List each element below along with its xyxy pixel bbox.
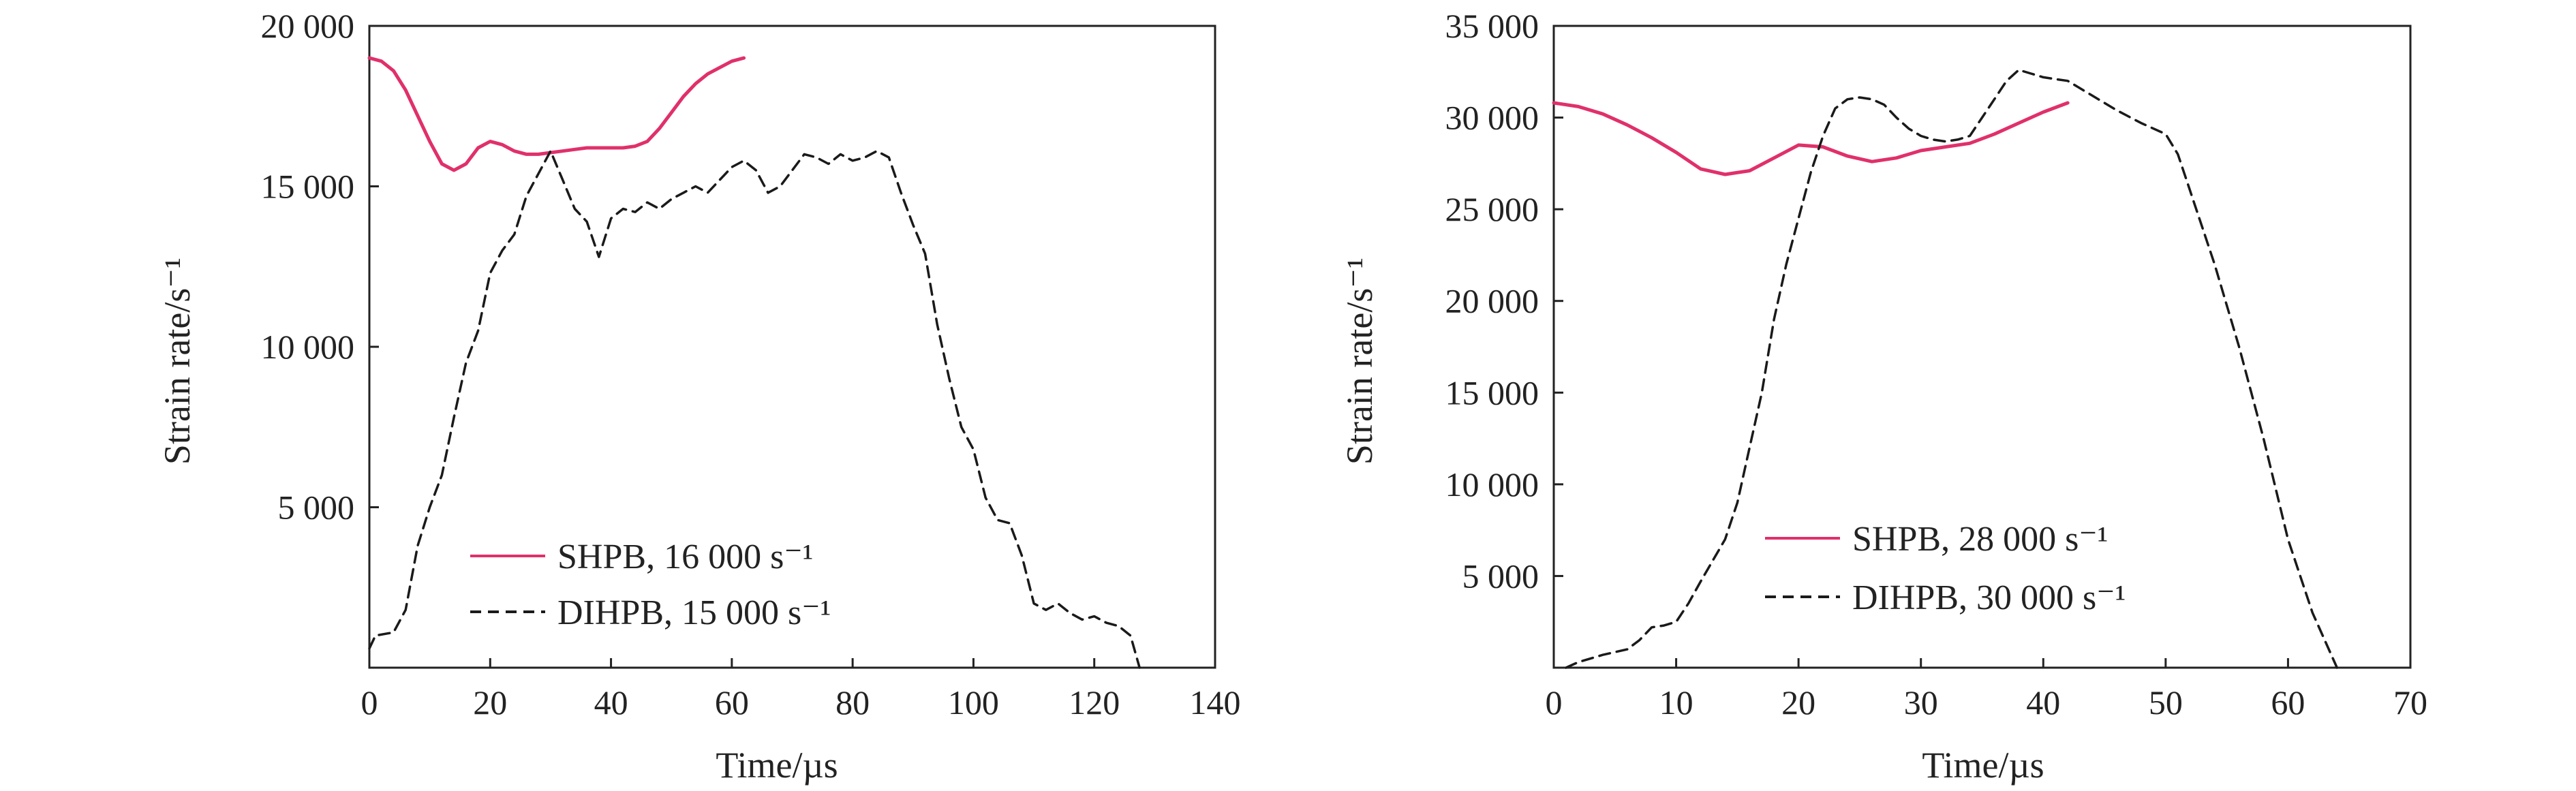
chart-right-y-tick-label: 25 000 (1445, 190, 1539, 228)
chart-right-y-tick-label: 10 000 (1445, 465, 1539, 503)
chart-left-x-axis-label: Time/µs (716, 745, 838, 786)
chart-left-x-tick-label: 20 (473, 683, 507, 722)
chart-right-x-tick-label: 70 (2393, 683, 2427, 722)
chart-left-legend-label-dihpb: DIHPB, 15 000 s⁻¹ (557, 593, 831, 632)
chart-left-series-dihpb-line (368, 149, 1141, 669)
chart-right-legend: SHPB, 28 000 s⁻¹ DIHPB, 30 000 s⁻¹ (1765, 520, 2126, 617)
chart-right: 0 10 20 30 40 50 60 70 5 000 10 000 15 000 20 000 25… (1339, 7, 2427, 786)
chart-right-y-tick-label: 20 000 (1445, 282, 1539, 320)
chart-left-y-tick-label: 10 000 (261, 328, 355, 366)
chart-right-y-tick-label: 30 000 (1445, 99, 1539, 137)
chart-left-legend-label-shpb: SHPB, 16 000 s⁻¹ (557, 538, 813, 576)
chart-left-x-tick-label: 80 (835, 683, 870, 722)
chart-right-y-tick-label: 35 000 (1445, 7, 1539, 45)
chart-right-series-shpb-line (1552, 101, 2070, 176)
chart-right-legend-label-shpb: SHPB, 28 000 s⁻¹ (1852, 520, 2108, 559)
chart-left-x-tick-label: 0 (361, 683, 378, 722)
chart-right-y-tick-label: 15 000 (1445, 373, 1539, 412)
chart-left-y-tick-label: 20 000 (261, 7, 355, 45)
chart-right-x-tick-label: 20 (1781, 683, 1815, 722)
chart-right-x-axis-label: Time/µs (1922, 745, 2044, 786)
chart-right-x-tick-label: 10 (1659, 683, 1693, 722)
chart-left: 0 20 40 60 80 100 120 140 5 000 10 000 15 000 20 00… (157, 7, 1241, 786)
chart-right-axes (1552, 25, 2412, 669)
chart-left-y-axis-label: Strain rate/s⁻¹ (157, 258, 198, 465)
chart-left-y-tick-label: 5 000 (278, 488, 355, 527)
chart-left-series (367, 56, 1141, 669)
chart-left-legend: SHPB, 16 000 s⁻¹ DIHPB, 15 000 s⁻¹ (470, 538, 831, 632)
chart-right-x-tick-label: 50 (2149, 683, 2183, 722)
chart-right-plot-frame (1552, 25, 2412, 669)
chart-right-x-tick-label: 0 (1546, 683, 1563, 722)
chart-right-ticks: 0 10 20 30 40 50 60 70 5 000 10 000 15 000 20 000 25… (1445, 7, 2428, 722)
chart-left-x-tick-label: 120 (1069, 683, 1120, 722)
chart-right-series-dihpb-line (1565, 68, 2339, 669)
chart-left-y-tick-label: 15 000 (261, 168, 355, 206)
chart-right-x-tick-label: 30 (1904, 683, 1938, 722)
chart-left-x-tick-label: 60 (715, 683, 749, 722)
chart-left-x-tick-label: 40 (594, 683, 628, 722)
chart-left-ticks: 0 20 40 60 80 100 120 140 5 000 10 000 15 000 20 00… (261, 7, 1241, 722)
chart-right-y-tick-label: 5 000 (1462, 557, 1539, 595)
chart-left-series-shpb-line (367, 56, 746, 172)
chart-right-legend-label-dihpb: DIHPB, 30 000 s⁻¹ (1852, 578, 2126, 617)
chart-right-x-tick-label: 40 (2026, 683, 2060, 722)
chart-right-x-tick-label: 60 (2271, 683, 2305, 722)
chart-right-series (1552, 68, 2339, 669)
chart-right-y-axis-label: Strain rate/s⁻¹ (1339, 258, 1380, 465)
chart-left-x-tick-label: 100 (948, 683, 999, 722)
chart-left-x-tick-label: 140 (1190, 683, 1241, 722)
